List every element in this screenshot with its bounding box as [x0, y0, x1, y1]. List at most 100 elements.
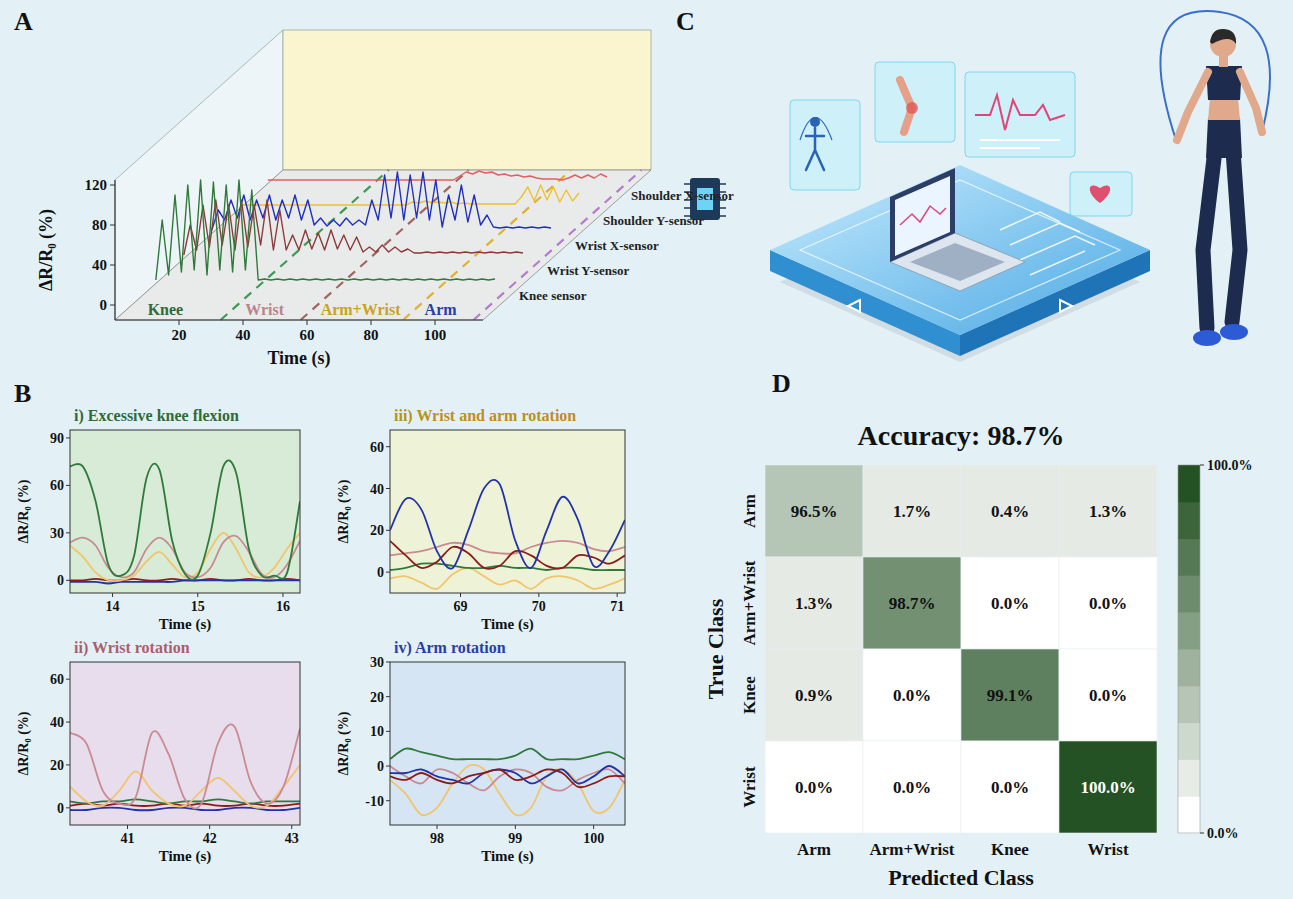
- matrix-cell: [961, 741, 1059, 833]
- colorbar-label: 0.0%: [1207, 826, 1239, 841]
- column-label: Knee: [991, 840, 1029, 859]
- column-label: Arm: [797, 840, 831, 859]
- laptop-display: [895, 176, 950, 256]
- plot-frame: [70, 662, 300, 825]
- card-knee-joint: [906, 102, 918, 114]
- x-tick: [112, 593, 113, 597]
- x-tick: [282, 593, 283, 597]
- cell-label: 0.9%: [795, 686, 833, 705]
- plot-background: [70, 430, 300, 593]
- x-tick-label: 43: [285, 831, 299, 846]
- sensor-label: Shoulder X-sensor: [631, 188, 734, 203]
- signal-line: [390, 769, 625, 787]
- plot-frame: [390, 662, 625, 825]
- arm: [1177, 72, 1208, 140]
- matrix-cell: [765, 557, 863, 649]
- cell-label: 1.3%: [1089, 502, 1127, 521]
- x-tick-label: 100: [424, 327, 447, 343]
- y-tick-label: 0: [100, 297, 108, 313]
- x-tick: [617, 593, 618, 597]
- y-tick: [66, 437, 70, 438]
- x-tick: [460, 593, 461, 597]
- x-tick-label: 70: [532, 599, 546, 614]
- matrix-cell: [961, 465, 1059, 557]
- colorbar-tick: [1200, 465, 1204, 466]
- panel-letter: B: [14, 379, 31, 408]
- y-tick-label: -10: [365, 794, 384, 809]
- signal-line: [70, 580, 300, 583]
- y-tick: [110, 185, 115, 186]
- cell-label: 0.0%: [1089, 686, 1127, 705]
- series-group: [390, 748, 625, 815]
- card-wave: [975, 95, 1065, 130]
- matrix-cell: [1059, 649, 1157, 741]
- circuit-line: [1030, 251, 1085, 275]
- card-line: [980, 147, 1040, 149]
- signal-line: [390, 765, 625, 816]
- y-tick: [386, 530, 390, 531]
- subplot: 0204060414243ii) Wrist rotationTime (s)Δ…: [16, 639, 300, 865]
- card-line: [980, 139, 1060, 141]
- y-tick: [386, 488, 390, 489]
- colorbar-step: [1178, 759, 1200, 796]
- y-tick-label: 20: [370, 690, 384, 705]
- chip-pin: [684, 183, 726, 185]
- floating-card: [1070, 172, 1132, 216]
- x-axis-title: Time (s): [267, 348, 330, 369]
- signal-line: [70, 765, 300, 808]
- panel-letter: A: [14, 7, 33, 36]
- signal-line: [390, 568, 625, 589]
- y-tick-label: 80: [92, 217, 107, 233]
- y-tick: [386, 731, 390, 732]
- row-label: Knee: [740, 676, 759, 714]
- x-tick: [437, 825, 438, 829]
- y-axis-title: ΔR/R₀ (%): [16, 711, 32, 775]
- x-axis-title: Time (s): [159, 848, 212, 865]
- corner-mark: [848, 300, 860, 312]
- phase-label: Knee: [148, 301, 184, 318]
- phase-label: Wrist: [245, 301, 284, 318]
- y-axis-title: True Class: [703, 598, 728, 699]
- y-tick-label: 40: [370, 482, 384, 497]
- laptop-screen: [890, 168, 955, 262]
- column-label: Arm+Wrist: [870, 840, 955, 859]
- midriff: [1208, 98, 1240, 120]
- colorbar-step: [1178, 649, 1200, 686]
- sensor-trace: [156, 180, 495, 280]
- colorbar-step: [1178, 502, 1200, 539]
- x-tick-label: 99: [508, 831, 522, 846]
- signal-line: [390, 480, 625, 569]
- series-group: [156, 171, 607, 280]
- row-label: Wrist: [740, 766, 759, 808]
- signal-line: [390, 541, 625, 569]
- circuit-line: [1010, 223, 1080, 245]
- colorbar-step: [1178, 575, 1200, 612]
- y-tick-label: 30: [50, 526, 64, 541]
- y-tick-label: 40: [92, 257, 107, 273]
- x-tick-label: 14: [106, 599, 120, 614]
- leg: [1232, 150, 1240, 322]
- cell-label: 100.0%: [1080, 778, 1135, 797]
- sensor-label: Wrist Y-sensor: [547, 263, 629, 278]
- matrix-cell: [863, 741, 961, 833]
- x-tick: [243, 320, 244, 325]
- card-rope: [800, 118, 832, 141]
- y-tick-label: 60: [50, 672, 64, 687]
- x-axis-title: Time (s): [481, 616, 534, 633]
- row-label: Arm+Wrist: [740, 560, 759, 645]
- colorbar-step: [1178, 612, 1200, 649]
- y-tick-label: 40: [50, 715, 64, 730]
- x-tick: [291, 825, 292, 829]
- signal-line: [70, 724, 300, 808]
- floating-card: [965, 72, 1075, 157]
- colorbar-step: [1178, 723, 1200, 760]
- y-axis: [114, 180, 115, 320]
- y-tick-label: 20: [50, 758, 64, 773]
- signal-line: [390, 748, 625, 759]
- back-wall: [283, 30, 651, 170]
- y-tick: [66, 679, 70, 680]
- x-tick: [515, 825, 516, 829]
- cell-label: 0.0%: [991, 778, 1029, 797]
- subplot: 0306090141516i) Excessive knee flexionTi…: [16, 407, 300, 633]
- signal-line: [390, 541, 625, 556]
